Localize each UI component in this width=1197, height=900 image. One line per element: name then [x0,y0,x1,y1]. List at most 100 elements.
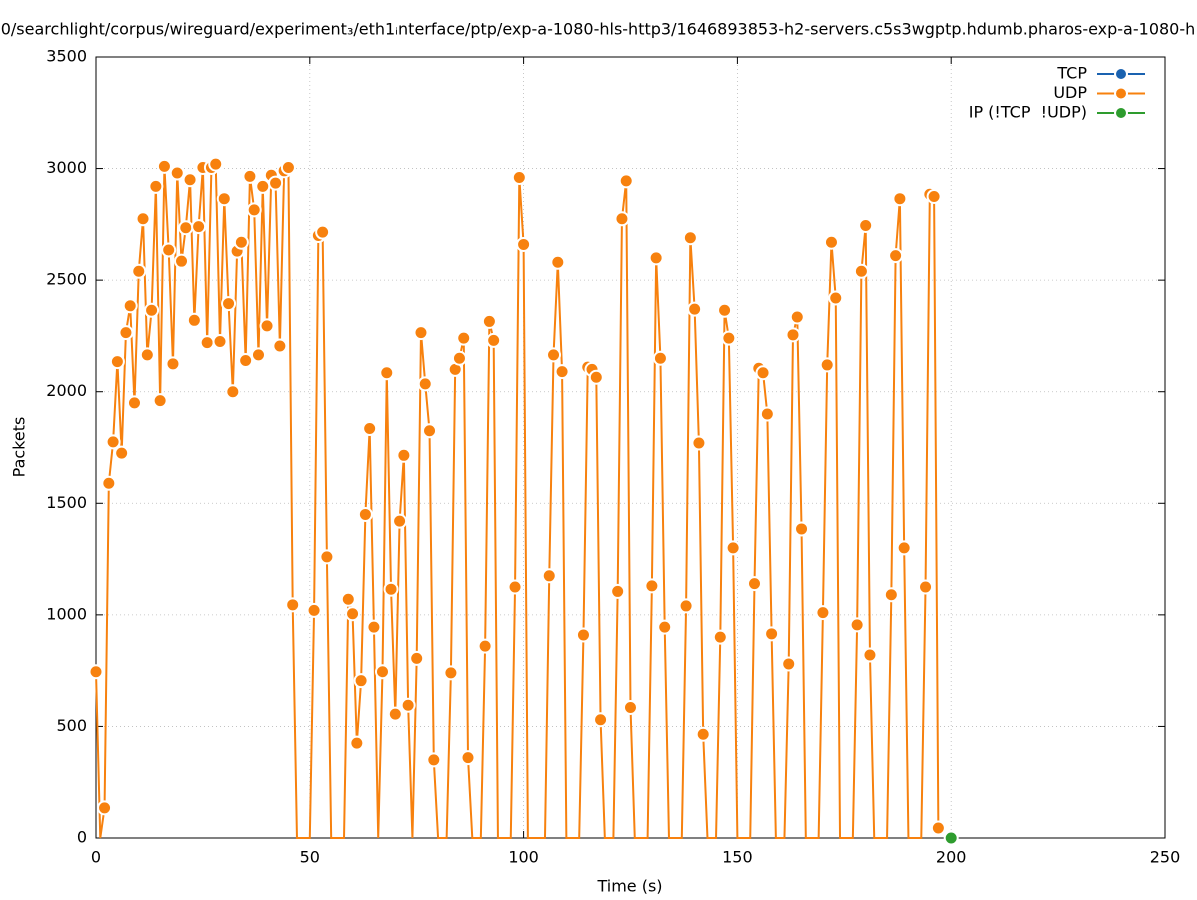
y-tick-label: 2500 [46,270,87,289]
data-point [400,697,416,713]
data-point [721,330,737,346]
data-point [259,318,275,334]
data-point [315,224,331,240]
legend-marker [1114,67,1128,81]
data-point [135,211,151,227]
data-point [644,578,660,594]
x-tick-label: 0 [91,848,101,867]
data-point [191,219,207,235]
data-point [357,506,373,522]
y-tick-label: 3000 [46,158,87,177]
data-point [122,298,138,314]
x-tick-label: 50 [300,848,320,867]
data-point [233,234,249,250]
data-point [695,726,711,742]
data-point [165,356,181,372]
y-tick-label: 500 [56,716,87,735]
data-point [481,313,497,329]
data-point [392,513,408,529]
data-point [250,347,266,363]
data-point [225,384,241,400]
data-point [152,393,168,409]
data-point [422,423,438,439]
data-point [657,619,673,635]
data-point [161,242,177,258]
data-point [541,568,557,584]
data-point [255,178,271,194]
data-point [109,354,125,370]
y-tick-label: 3500 [46,47,87,66]
legend-label: TCP [1056,64,1087,83]
data-point [212,334,228,350]
data-point [242,168,258,184]
data-point [238,352,254,368]
data-point [186,312,202,328]
data-point [280,159,296,175]
data-point [144,302,160,318]
data-point [174,253,190,269]
data-point [131,263,147,279]
data-point [156,158,172,174]
data-point [511,169,527,185]
y-tick-label: 1500 [46,493,87,512]
data-point [862,647,878,663]
data-point [546,347,562,363]
data-point [858,217,874,233]
data-point [272,338,288,354]
data-point [819,357,835,373]
data-point [285,597,301,613]
data-point [550,254,566,270]
data-point [507,579,523,595]
data-point [178,220,194,236]
data-point [755,365,771,381]
y-tick-label: 0 [77,828,87,847]
data-point [374,664,390,680]
data-point [268,175,284,191]
data-point [725,540,741,556]
data-point [340,591,356,607]
data-point [682,230,698,246]
data-point [614,211,630,227]
data-point [926,188,942,204]
x-tick-label: 150 [722,848,753,867]
data-point [208,156,224,172]
data-point [362,421,378,437]
chart-title: 0/searchlight/corpus/wireguard/experimen… [1,20,1196,39]
data-point [97,800,113,816]
data-point [687,301,703,317]
data-point [319,549,335,565]
data-point [764,626,780,642]
data-point [126,395,142,411]
data-point [575,627,591,643]
data-point [477,638,493,654]
data-point [678,598,694,614]
data-point [148,178,164,194]
data-point [588,369,604,385]
data-point [379,365,395,381]
data-point [785,327,801,343]
data-point [888,248,904,264]
series-line [95,162,940,839]
data-point [443,665,459,681]
data-point [896,540,912,556]
data-point [396,447,412,463]
data-point [118,325,134,341]
data-point [747,576,763,592]
data-point [781,656,797,672]
data-point [221,296,237,312]
data-point [417,376,433,392]
legend-marker [1114,106,1128,120]
data-point [486,332,502,348]
data-point [883,587,899,603]
data-point [456,330,472,346]
data-point [182,172,198,188]
data-point [623,699,638,715]
y-axis-label: Packets [10,417,29,478]
data-point [169,165,185,181]
data-point [717,302,733,318]
data-point [930,820,946,836]
data-point [849,617,865,633]
data-point [759,406,775,422]
data-point [413,325,429,341]
